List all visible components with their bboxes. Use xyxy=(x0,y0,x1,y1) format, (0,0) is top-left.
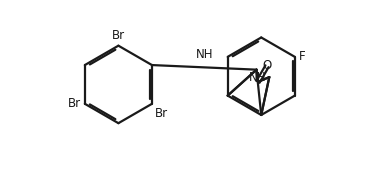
Text: O: O xyxy=(263,59,272,72)
Text: Br: Br xyxy=(112,29,125,42)
Text: NH: NH xyxy=(249,71,266,84)
Text: Br: Br xyxy=(68,97,81,110)
Text: NH: NH xyxy=(195,48,213,61)
Text: F: F xyxy=(299,50,305,63)
Text: Br: Br xyxy=(155,107,168,120)
